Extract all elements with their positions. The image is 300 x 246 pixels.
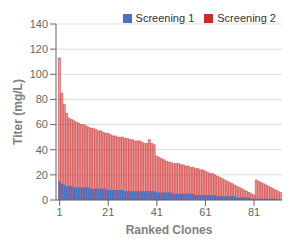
svg-text:Titer (mg/L): Titer (mg/L): [11, 79, 25, 145]
svg-text:40: 40: [36, 144, 48, 156]
svg-text:20: 20: [36, 169, 48, 181]
html-text:Screening 1: Screening 1: [135, 12, 195, 24]
svg-text:61: 61: [199, 206, 211, 218]
svg-text:Ranked Clones: Ranked Clones: [126, 223, 213, 237]
svg-text:60: 60: [36, 118, 48, 130]
svg-text:120: 120: [30, 43, 48, 55]
svg-text:21: 21: [102, 206, 114, 218]
svg-text:81: 81: [248, 206, 260, 218]
svg-text:80: 80: [36, 93, 48, 105]
svg-text:140: 140: [30, 18, 48, 30]
svg-text:41: 41: [151, 206, 163, 218]
svg-text:100: 100: [30, 68, 48, 80]
html-text:Screening 2: Screening 2: [217, 12, 276, 24]
svg-text:0: 0: [42, 194, 48, 206]
svg-text:1: 1: [57, 206, 63, 218]
